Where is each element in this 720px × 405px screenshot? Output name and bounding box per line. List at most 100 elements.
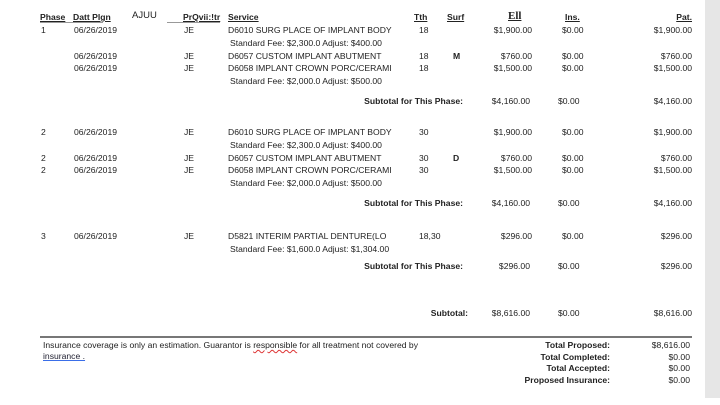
row-service: D6010 SURG PLACE OF IMPLANT BODY xyxy=(228,127,392,137)
row-pat: $760.00 xyxy=(660,51,692,61)
phase-subtotal-ins: $0.00 xyxy=(558,198,580,208)
phase-subtotal-label: Subtotal for This Phase: xyxy=(364,261,463,271)
row-phase: 1 xyxy=(41,25,46,35)
row-ins: $0.00 xyxy=(562,51,584,61)
row-ins: $0.00 xyxy=(562,25,584,35)
row-phase: 3 xyxy=(41,231,46,241)
row-service: D6010 SURG PLACE OF IMPLANT BODY xyxy=(228,25,392,35)
row-provider: JE xyxy=(184,153,195,163)
total-value: $0.00 xyxy=(668,374,690,385)
row-ins: $0.00 xyxy=(562,127,584,137)
row-phase: 2 xyxy=(41,165,46,175)
row-provider: JE xyxy=(184,51,195,61)
phase-subtotal-pat: $4,160.00 xyxy=(653,96,692,106)
row-date: 06/26/2019 xyxy=(74,25,118,35)
col-provider: PrQvii:!tr xyxy=(183,12,221,22)
row-tooth: 18 xyxy=(419,25,429,35)
row-service: D6057 CUSTOM IMPLANT ABUTMENT xyxy=(228,51,382,61)
row-phase: 2 xyxy=(41,127,46,137)
row-provider: JE xyxy=(184,165,195,175)
row-tooth: 30 xyxy=(419,127,429,137)
phase-subtotal-pat: $4,160.00 xyxy=(653,198,692,208)
row-ins: $0.00 xyxy=(562,165,584,175)
row-fee: $1,500.00 xyxy=(493,165,532,175)
row-service: D6058 IMPLANT CROWN PORC/CERAMI xyxy=(228,63,392,73)
disclaimer-text: responsible xyxy=(253,340,298,350)
col-surf: Surf xyxy=(447,12,465,22)
phase-subtotal-fee: $296.00 xyxy=(498,261,530,271)
phase-subtotal-label: Subtotal for This Phase: xyxy=(364,96,463,106)
col-extra: AJUU xyxy=(132,10,157,21)
row-ins: $0.00 xyxy=(562,231,584,241)
phase-subtotal-ins: $0.00 xyxy=(558,96,580,106)
row-provider: JE xyxy=(184,127,195,137)
row-fee-note: Standard Fee: $2,300.0 Adjust: $400.00 xyxy=(230,140,382,150)
grand-subtotal-label: Subtotal: xyxy=(430,308,468,318)
disclaimer-text: for all treatment not covered by xyxy=(297,340,418,350)
row-ins: $0.00 xyxy=(562,153,584,163)
row-pat: $1,500.00 xyxy=(653,63,692,73)
col-tooth: Tth xyxy=(414,12,428,22)
row-tooth: 30 xyxy=(419,153,429,163)
row-fee: $1,500.00 xyxy=(493,63,532,73)
col-phase: Phase xyxy=(40,12,66,22)
row-provider: JE xyxy=(184,231,195,241)
row-fee: $760.00 xyxy=(500,51,532,61)
header-underline xyxy=(40,22,103,23)
header-underline xyxy=(167,22,220,23)
total-label: Total Accepted: xyxy=(546,363,610,373)
col-pat: Pat. xyxy=(676,12,692,22)
row-fee-note: Standard Fee: $1,600.0 Adjust: $1,304.00 xyxy=(230,244,390,254)
total-value: $0.00 xyxy=(668,351,690,362)
col-date: Datt Plgn xyxy=(73,12,111,22)
row-date: 06/26/2019 xyxy=(74,165,118,175)
row-fee: $1,900.00 xyxy=(493,25,532,35)
row-phase: 2 xyxy=(41,153,46,163)
phase-subtotal-label: Subtotal for This Phase: xyxy=(364,198,463,208)
phase-subtotal-fee: $4,160.00 xyxy=(491,198,530,208)
row-pat: $296.00 xyxy=(660,231,692,241)
row-provider: JE xyxy=(184,25,195,35)
row-ins: $0.00 xyxy=(562,63,584,73)
row-provider: JE xyxy=(184,63,195,73)
row-tooth: 18,30 xyxy=(419,231,441,241)
phase-subtotal-pat: $296.00 xyxy=(660,261,692,271)
row-tooth: 18 xyxy=(419,51,429,61)
row-pat: $760.00 xyxy=(660,153,692,163)
footer-divider xyxy=(40,336,692,338)
total-value: $8,616.00 xyxy=(651,340,690,350)
row-fee-note: Standard Fee: $2,000.0 Adjust: $500.00 xyxy=(230,178,382,188)
row-surface: D xyxy=(453,153,460,163)
row-surface: M xyxy=(453,51,461,61)
total-label: Total Completed: xyxy=(540,351,610,362)
row-date: 06/26/2019 xyxy=(74,231,118,241)
scrollbar[interactable] xyxy=(705,0,720,398)
row-tooth: 18 xyxy=(419,63,429,73)
col-ins: Ins. xyxy=(565,12,580,22)
row-fee: $1,900.00 xyxy=(493,127,532,137)
row-fee: $760.00 xyxy=(500,153,532,163)
row-date: 06/26/2019 xyxy=(74,127,118,137)
disclaimer: Insurance coverage is only an estimation… xyxy=(43,340,418,350)
grand-subtotal-ins: $0.00 xyxy=(558,308,580,318)
row-service: D6058 IMPLANT CROWN PORC/CERAMI xyxy=(228,165,392,175)
col-fee: Ell xyxy=(508,10,522,22)
row-service: D5821 INTERIM PARTIAL DENTURE(LO xyxy=(228,231,387,241)
row-date: 06/26/2019 xyxy=(74,51,118,61)
row-pat: $1,900.00 xyxy=(653,25,692,35)
total-label: Total Proposed: xyxy=(545,340,610,350)
grand-subtotal-pat: $8,616.00 xyxy=(653,308,692,318)
row-fee-note: Standard Fee: $2,000.0 Adjust: $500.00 xyxy=(230,76,382,86)
row-pat: $1,900.00 xyxy=(653,127,692,137)
row-pat: $1,500.00 xyxy=(653,165,692,175)
col-service: Service xyxy=(228,12,259,22)
phase-subtotal-fee: $4,160.00 xyxy=(491,96,530,106)
total-label: Proposed Insurance: xyxy=(524,374,610,385)
phase-subtotal-ins: $0.00 xyxy=(558,261,580,271)
row-fee: $296.00 xyxy=(500,231,532,241)
row-date: 06/26/2019 xyxy=(74,63,118,73)
row-date: 06/26/2019 xyxy=(74,153,118,163)
disclaimer-continued: insurance . xyxy=(43,351,86,361)
row-tooth: 30 xyxy=(419,165,429,175)
row-service: D6057 CUSTOM IMPLANT ABUTMENT xyxy=(228,153,382,163)
